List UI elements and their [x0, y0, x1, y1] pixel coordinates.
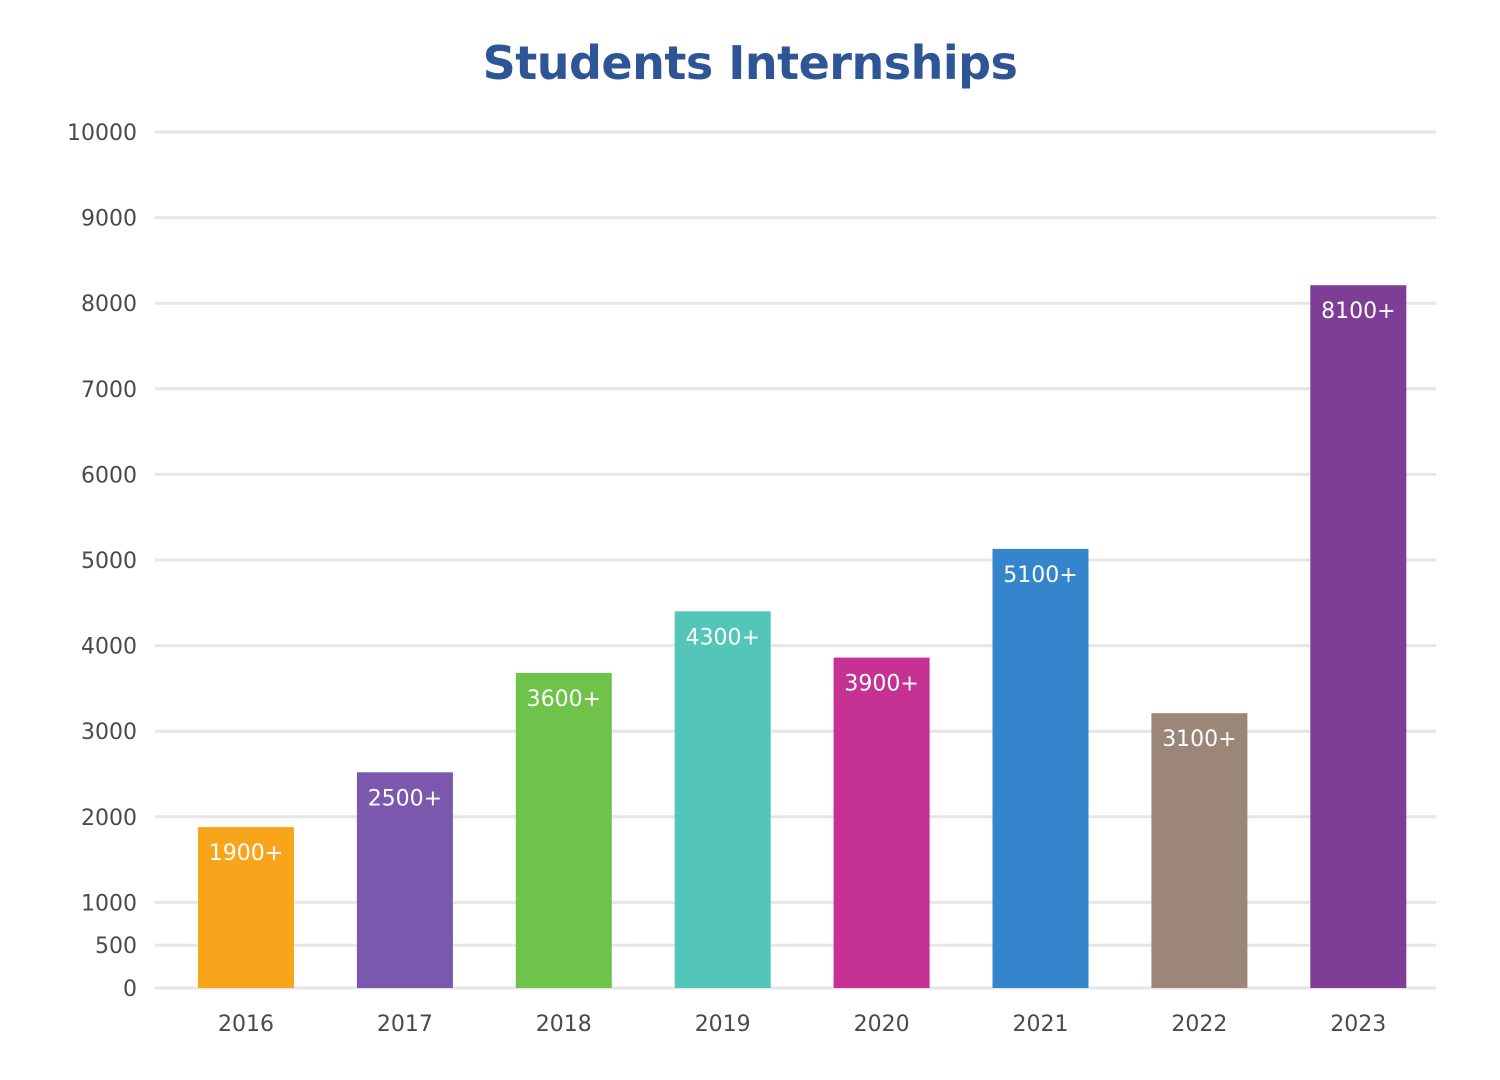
y-tick-label: 500 — [95, 934, 137, 959]
data-label-2019: 4300+ — [685, 625, 759, 650]
x-tick-label: 2021 — [1013, 1012, 1069, 1037]
data-label-2018: 3600+ — [527, 687, 601, 712]
x-tick-label: 2020 — [854, 1012, 910, 1037]
y-tick-label: 1000 — [81, 891, 137, 916]
bar-2020 — [833, 657, 930, 988]
bars — [198, 285, 1407, 988]
y-tick-label: 10000 — [67, 121, 137, 146]
y-tick-label: 0 — [123, 977, 137, 1002]
y-tick-label: 5000 — [81, 549, 137, 574]
bar-2022 — [1151, 713, 1248, 988]
y-tick-label: 8000 — [81, 292, 137, 317]
y-tick-label: 4000 — [81, 635, 137, 660]
data-label-2017: 2500+ — [368, 786, 442, 811]
data-label-2020: 3900+ — [844, 672, 918, 697]
data-label-2023: 8100+ — [1321, 299, 1395, 324]
x-tick-label: 2019 — [695, 1012, 751, 1037]
data-labels: 1900+ 2500+ 3600+ 4300+ 3900+ 5100+ 3100+ 8100+ — [209, 299, 1396, 866]
bar-2023 — [1310, 285, 1407, 988]
x-tick-label: 2017 — [377, 1012, 433, 1037]
y-axis-ticks: 0 500 1000 2000 3000 4000 5000 6000 7000 8000 9000… — [67, 121, 137, 1002]
bar-2021 — [992, 548, 1089, 988]
x-axis-ticks: 2016 2017 2018 2019 2020 2021 2022 2023 — [218, 1012, 1386, 1037]
y-tick-label: 3000 — [81, 720, 137, 745]
bar-2018 — [515, 672, 612, 988]
chart-title: Students Internships — [482, 36, 1018, 90]
x-tick-label: 2023 — [1330, 1012, 1386, 1037]
data-label-2021: 5100+ — [1003, 563, 1077, 588]
bar-2019 — [674, 611, 771, 988]
y-tick-label: 9000 — [81, 207, 137, 232]
data-label-2016: 1900+ — [209, 841, 283, 866]
y-tick-label: 7000 — [81, 378, 137, 403]
bar-2016 — [198, 827, 294, 988]
y-tick-label: 2000 — [81, 806, 137, 831]
x-tick-label: 2022 — [1171, 1012, 1227, 1037]
x-tick-label: 2016 — [218, 1012, 274, 1037]
data-label-2022: 3100+ — [1162, 727, 1236, 752]
y-tick-label: 6000 — [81, 463, 137, 488]
bar-2017 — [356, 772, 453, 988]
x-tick-label: 2018 — [536, 1012, 592, 1037]
